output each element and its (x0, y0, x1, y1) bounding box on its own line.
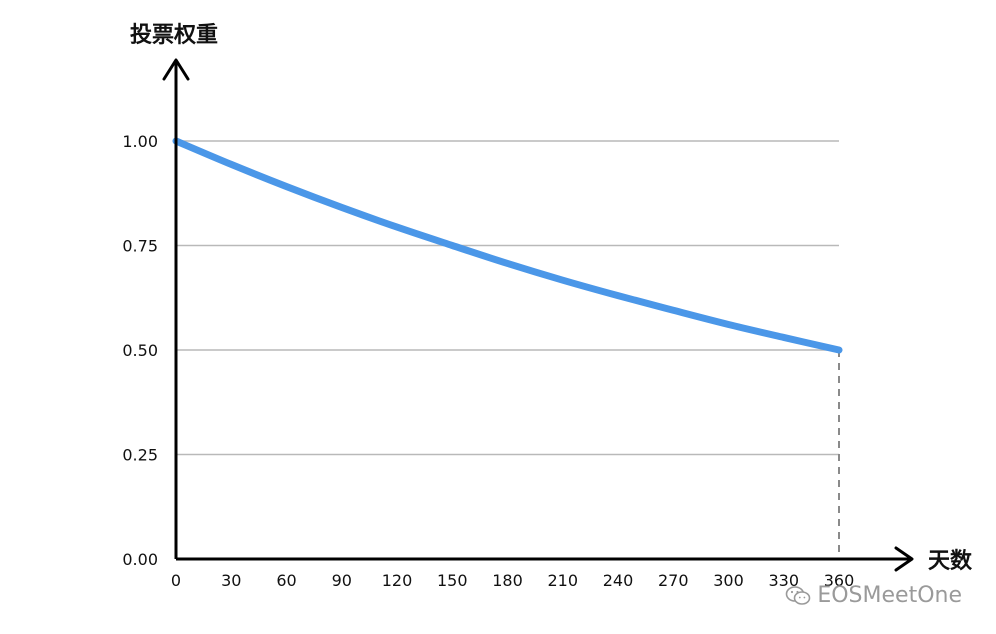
x-tick-label-7: 210 (547, 571, 578, 590)
x-tick-label-3: 90 (332, 571, 352, 590)
x-tick-label-12: 360 (824, 571, 855, 590)
y-tick-label-3: 0.75 (122, 237, 158, 256)
x-tick-label-6: 180 (492, 571, 523, 590)
y-axis-title: 投票权重 (130, 22, 218, 48)
watermark: EOSMeetOne (785, 583, 962, 608)
y-tick-labels: 0.00 0.25 0.50 0.75 1.00 (122, 132, 158, 569)
wechat-icon (786, 585, 811, 605)
x-tick-label-4: 120 (382, 571, 413, 590)
axes (162, 58, 914, 572)
x-axis-title: 天数 (928, 548, 973, 574)
y-tick-label-0: 0.00 (122, 550, 158, 569)
y-tick-label-2: 0.50 (122, 341, 158, 360)
series-layer (172, 137, 843, 354)
watermark-text: EOSMeetOne (817, 583, 962, 608)
x-tick-label-9: 270 (658, 571, 689, 590)
x-tick-label-10: 300 (713, 571, 744, 590)
x-tick-label-8: 240 (603, 571, 634, 590)
x-tick-label-1: 30 (221, 571, 241, 590)
x-tick-labels: 0 30 60 90 120 150 180 210 240 270 300 330 360 (171, 571, 854, 590)
y-tick-label-1: 0.25 (122, 446, 158, 465)
grid-lines (176, 140, 839, 456)
x-tick-label-11: 330 (768, 571, 799, 590)
y-tick-label-4: 1.00 (122, 132, 158, 151)
series-line-0 (172, 137, 843, 354)
y-axis-arrow (162, 58, 190, 81)
x-tick-label-2: 60 (276, 571, 296, 590)
x-tick-label-0: 0 (171, 571, 181, 590)
x-axis-arrow (894, 546, 914, 572)
x-tick-label-5: 150 (437, 571, 468, 590)
